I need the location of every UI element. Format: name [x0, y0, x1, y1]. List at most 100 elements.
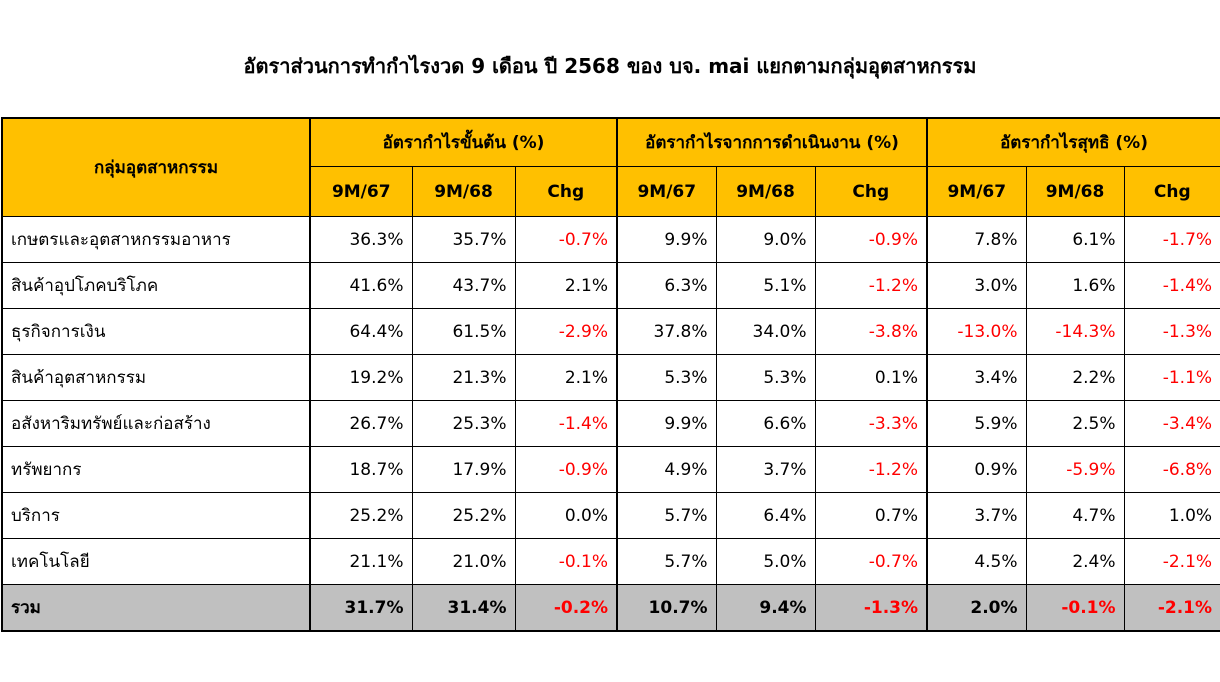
table-row: ธุรกิจการเงิน 64.4% 61.5% -2.9% 37.8% 34.0% -3…: [1, 308, 1220, 355]
value-cell: 5.7%: [616, 492, 717, 539]
value-cell: 6.1%: [1025, 216, 1125, 263]
industry-name-cell: รวม: [1, 584, 311, 632]
value-cell: 43.7%: [411, 262, 516, 309]
value-cell: -5.9%: [1025, 446, 1125, 493]
value-cell: 2.4%: [1025, 538, 1125, 585]
value-cell: 2.2%: [1025, 354, 1125, 401]
value-cell: -0.7%: [514, 216, 618, 263]
subheader-9m68: 9M/68: [411, 166, 516, 217]
value-cell: -1.4%: [514, 400, 618, 447]
operating-margin-header: อัตรากำไรจากการดำเนินงาน (%): [616, 117, 928, 167]
value-cell: 1.0%: [1123, 492, 1220, 539]
value-cell: 35.7%: [411, 216, 516, 263]
net-margin-header: อัตรากำไรสุทธิ (%): [926, 117, 1220, 167]
value-cell: 5.9%: [926, 400, 1027, 447]
value-cell: 4.7%: [1025, 492, 1125, 539]
value-cell: -1.3%: [1123, 308, 1220, 355]
subheader-9m68: 9M/68: [715, 166, 816, 217]
industry-name-cell: เทคโนโลยี: [1, 538, 311, 585]
value-cell: 4.5%: [926, 538, 1027, 585]
value-cell: -0.1%: [1025, 584, 1125, 632]
value-cell: -6.8%: [1123, 446, 1220, 493]
value-cell: 26.7%: [309, 400, 413, 447]
value-cell: 37.8%: [616, 308, 717, 355]
value-cell: 5.7%: [616, 538, 717, 585]
value-cell: 5.1%: [715, 262, 816, 309]
value-cell: 5.3%: [616, 354, 717, 401]
value-cell: -3.8%: [814, 308, 928, 355]
value-cell: 36.3%: [309, 216, 413, 263]
value-cell: 0.7%: [814, 492, 928, 539]
value-cell: 0.9%: [926, 446, 1027, 493]
page-title: อัตราส่วนการทำกำไรงวด 9 เดือน ปี 2568 ขอ…: [243, 54, 977, 78]
value-cell: 18.7%: [309, 446, 413, 493]
value-cell: -1.4%: [1123, 262, 1220, 309]
value-cell: 2.0%: [926, 584, 1027, 632]
value-cell: -0.7%: [814, 538, 928, 585]
subheader-9m67: 9M/67: [926, 166, 1027, 217]
value-cell: 9.9%: [616, 400, 717, 447]
industry-name-cell: บริการ: [1, 492, 311, 539]
value-cell: 61.5%: [411, 308, 516, 355]
industry-name-cell: เกษตรและอุตสาหกรรมอาหาร: [1, 216, 311, 263]
value-cell: -1.2%: [814, 446, 928, 493]
total-row: รวม 31.7% 31.4% -0.2% 10.7% 9.4% -1.3% 2.0% -0.1…: [1, 584, 1220, 632]
value-cell: 0.1%: [814, 354, 928, 401]
value-cell: 21.0%: [411, 538, 516, 585]
subheader-9m67: 9M/67: [616, 166, 717, 217]
value-cell: -0.1%: [514, 538, 618, 585]
industry-group-header: กลุ่มอุตสาหกรรม: [1, 117, 311, 217]
value-cell: 9.4%: [715, 584, 816, 632]
industry-name-cell: สินค้าอุปโภคบริโภค: [1, 262, 311, 309]
value-cell: -3.4%: [1123, 400, 1220, 447]
value-cell: -0.9%: [514, 446, 618, 493]
table-row: ทรัพยากร 18.7% 17.9% -0.9% 4.9% 3.7% -1.2% 0.9%…: [1, 446, 1220, 493]
value-cell: 1.6%: [1025, 262, 1125, 309]
value-cell: 31.4%: [411, 584, 516, 632]
value-cell: 21.3%: [411, 354, 516, 401]
table-row: อสังหาริมทรัพย์และก่อสร้าง 26.7% 25.3% -1.4…: [1, 400, 1220, 447]
value-cell: -1.3%: [814, 584, 928, 632]
value-cell: 6.3%: [616, 262, 717, 309]
value-cell: 5.0%: [715, 538, 816, 585]
value-cell: 3.7%: [926, 492, 1027, 539]
gross-margin-header: อัตรากำไรขั้นต้น (%): [308, 117, 618, 167]
value-cell: -0.9%: [814, 216, 928, 263]
table-row: สินค้าอุปโภคบริโภค 41.6% 43.7% 2.1% 6.3% 5.1%…: [1, 262, 1220, 309]
value-cell: 10.7%: [616, 584, 717, 632]
table-row: บริการ 25.2% 25.2% 0.0% 5.7% 6.4% 0.7% 3.7% 4.7%…: [1, 492, 1220, 539]
subheader-chg: Chg: [814, 166, 928, 217]
value-cell: 6.6%: [715, 400, 816, 447]
industry-name-cell: ธุรกิจการเงิน: [1, 308, 311, 355]
table-row: เทคโนโลยี 21.1% 21.0% -0.1% 5.7% 5.0% -0.7% 4.5…: [1, 538, 1220, 585]
subheader-chg: Chg: [1123, 166, 1220, 217]
value-cell: 5.3%: [715, 354, 816, 401]
profitability-table: กลุ่มอุตสาหกรรม อัตรากำไรขั้นต้น (%) อัต…: [1, 117, 1220, 632]
value-cell: 2.1%: [514, 262, 618, 309]
value-cell: 9.0%: [715, 216, 816, 263]
value-cell: 9.9%: [616, 216, 717, 263]
value-cell: 0.0%: [514, 492, 618, 539]
value-cell: -2.1%: [1123, 538, 1220, 585]
value-cell: -14.3%: [1025, 308, 1125, 355]
value-cell: 6.4%: [715, 492, 816, 539]
industry-name-cell: ทรัพยากร: [1, 446, 311, 493]
value-cell: 25.2%: [309, 492, 413, 539]
value-cell: 25.2%: [411, 492, 516, 539]
subheader-9m68: 9M/68: [1025, 166, 1125, 217]
value-cell: 7.8%: [926, 216, 1027, 263]
subheader-9m67: 9M/67: [309, 166, 413, 217]
value-cell: -2.1%: [1123, 584, 1220, 632]
table-row: เกษตรและอุตสาหกรรมอาหาร 36.3% 35.7% -0.7% 9.…: [1, 216, 1220, 263]
value-cell: -0.2%: [514, 584, 618, 632]
value-cell: -3.3%: [814, 400, 928, 447]
value-cell: 41.6%: [309, 262, 413, 309]
industry-name-cell: สินค้าอุตสาหกรรม: [1, 354, 311, 401]
value-cell: 3.4%: [926, 354, 1027, 401]
value-cell: 3.0%: [926, 262, 1027, 309]
table-row: สินค้าอุตสาหกรรม 19.2% 21.3% 2.1% 5.3% 5.3% 0.…: [1, 354, 1220, 401]
value-cell: 25.3%: [411, 400, 516, 447]
value-cell: 34.0%: [715, 308, 816, 355]
value-cell: 64.4%: [309, 308, 413, 355]
value-cell: 4.9%: [616, 446, 717, 493]
